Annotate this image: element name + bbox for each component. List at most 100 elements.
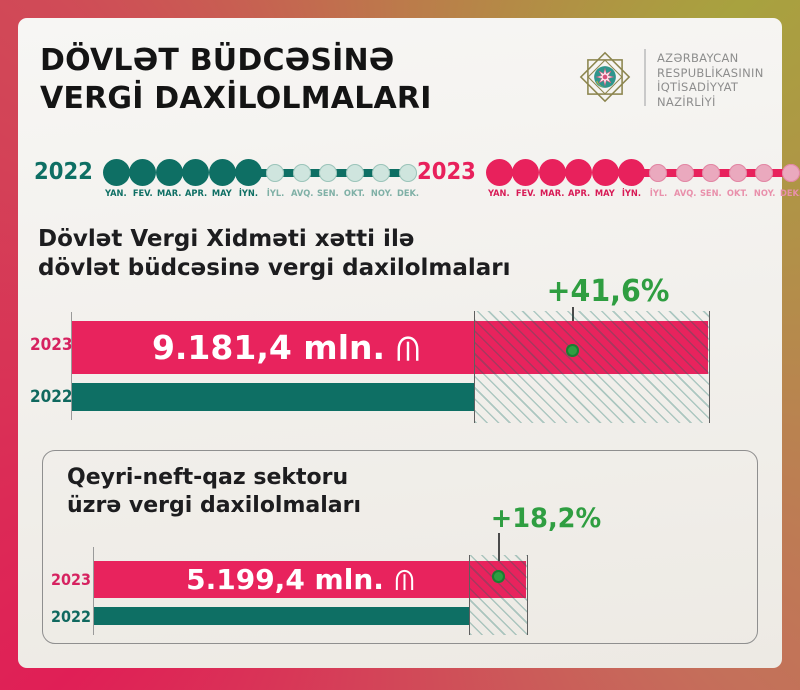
chart2-growth-label: +18,2% bbox=[490, 503, 602, 534]
ministry-emblem-icon bbox=[579, 51, 631, 103]
timeline-month: İYN. bbox=[618, 159, 646, 199]
timeline-month-label: YAN. bbox=[105, 189, 128, 199]
timeline-month: APR. bbox=[565, 159, 593, 199]
chart1-label-2023: 2023 bbox=[30, 335, 73, 355]
timeline-dot-icon bbox=[591, 159, 619, 186]
chart1-heading: Dövlət Vergi Xidməti xətti ilə dövlət bü… bbox=[38, 225, 511, 283]
timeline-dot-icon bbox=[372, 163, 391, 182]
timeline-month: OKT. bbox=[342, 159, 369, 199]
chart1-axis-line bbox=[71, 312, 72, 420]
timeline-month-label: İYN. bbox=[239, 189, 259, 199]
timeline-month-label: İYN. bbox=[622, 189, 642, 199]
chart1-value-text: 9.181,4 mln. bbox=[151, 328, 386, 367]
timeline-dot-icon bbox=[485, 159, 513, 186]
timeline-2022: 2022 YAN. FEV. MAR. APR. MAY İYN. İYL. AVQ. SEN.… bbox=[34, 159, 421, 199]
timeline-month-label: FEV. bbox=[132, 189, 153, 199]
timeline-month: NOY. bbox=[751, 159, 778, 199]
timeline-2022-year: 2022 bbox=[34, 159, 93, 185]
timeline-month: NOY. bbox=[368, 159, 395, 199]
chart2-growth-hatch bbox=[469, 555, 528, 635]
ministry-name-line3: İQTİSADİYYAT bbox=[657, 80, 739, 94]
timeline-dot-icon bbox=[649, 163, 668, 182]
timeline-month: FEV. bbox=[129, 159, 157, 199]
chart2-heading: Qeyri-neft-qaz sektoru üzrə vergi daxilo… bbox=[67, 464, 361, 520]
chart1-growth-label: +41,6% bbox=[546, 274, 670, 309]
chart2-bar-2022 bbox=[94, 607, 469, 625]
timeline-month: MAR. bbox=[155, 159, 183, 199]
timeline-month-label: NOY. bbox=[370, 189, 392, 199]
timeline-dot-icon bbox=[208, 159, 236, 186]
chart1-growth-hatch bbox=[474, 311, 710, 423]
timeline-month: MAY bbox=[591, 159, 619, 199]
timeline-month-label: FEV. bbox=[515, 189, 536, 199]
page-title: DÖVLƏT BÜDCƏSİNƏ VERGİ DAXİLOLMALARI bbox=[40, 42, 432, 118]
timeline-2022-dots: YAN. FEV. MAR. APR. MAY İYN. İYL. AVQ. SEN. OKT. N… bbox=[102, 159, 422, 199]
timeline-month: YAN. bbox=[102, 159, 130, 199]
timeline-dot-icon bbox=[235, 159, 263, 186]
timeline-month: MAR. bbox=[538, 159, 566, 199]
timeline-month-label: MAR. bbox=[540, 189, 565, 199]
timeline-dot-icon bbox=[512, 159, 540, 186]
timeline-dot-icon bbox=[781, 163, 800, 182]
timeline-month-label: DEK. bbox=[396, 189, 419, 199]
timeline-dot-icon bbox=[155, 159, 183, 186]
timeline-month-label: İYL. bbox=[266, 189, 285, 199]
timeline-2023-dots: YAN. FEV. MAR. APR. MAY İYN. İYL. AVQ. SEN. OKT. N… bbox=[485, 159, 800, 199]
timeline-month: YAN. bbox=[485, 159, 513, 199]
chart1-growth-dot-icon bbox=[566, 344, 579, 357]
timeline-dot-icon bbox=[182, 159, 210, 186]
timeline-dot-icon bbox=[266, 163, 285, 182]
timeline-dot-icon bbox=[702, 163, 721, 182]
timeline-month: OKT. bbox=[725, 159, 752, 199]
logo-divider bbox=[644, 49, 646, 106]
timeline-month: İYL. bbox=[262, 159, 289, 199]
timeline-dot-icon bbox=[345, 163, 364, 182]
timeline-month-label: OKT. bbox=[727, 189, 749, 199]
timeline-month: AVQ. bbox=[289, 159, 316, 199]
ministry-name-line4: NAZİRLİYİ bbox=[657, 94, 716, 109]
ministry-name-line1: AZƏRBAYCAN bbox=[657, 51, 739, 65]
chart1-heading-line1: Dövlət Vergi Xidməti xətti ilə bbox=[38, 226, 415, 252]
timeline-dot-icon bbox=[319, 163, 338, 182]
chart2-box: Qeyri-neft-qaz sektoru üzrə vergi daxilo… bbox=[42, 450, 758, 644]
timeline-dot-icon bbox=[538, 159, 566, 186]
page-title-line2: VERGİ DAXİLOLMALARI bbox=[40, 81, 432, 116]
page-title-line1: DÖVLƏT BÜDCƏSİNƏ bbox=[40, 43, 395, 78]
chart1-bar-2023-value: 9.181,4 mln. bbox=[72, 321, 502, 374]
timeline-dot-icon bbox=[728, 163, 747, 182]
timeline-month-label: NOY. bbox=[753, 189, 775, 199]
timeline-month: İYN. bbox=[235, 159, 263, 199]
chart2-label-2023: 2023 bbox=[51, 570, 92, 589]
chart2-heading-line1: Qeyri-neft-qaz sektoru bbox=[67, 465, 349, 490]
timeline-dot-icon bbox=[675, 163, 694, 182]
chart2-axis-line bbox=[93, 547, 94, 635]
chart2-growth-dot-icon bbox=[492, 570, 505, 583]
timeline-month: SEN. bbox=[698, 159, 725, 199]
timeline-month: MAY bbox=[208, 159, 236, 199]
timeline-2023: 2023 YAN. FEV. MAR. APR. MAY İYN. İYL. AVQ. SEN.… bbox=[417, 159, 800, 199]
chart2-heading-line2: üzrə vergi daxilolmaları bbox=[67, 493, 362, 518]
timeline-month-label: MAY bbox=[212, 189, 233, 199]
timeline-2023-year: 2023 bbox=[417, 159, 476, 185]
chart2-leader-line bbox=[498, 533, 500, 575]
timeline-dot-icon bbox=[102, 159, 130, 186]
chart1-label-2022: 2022 bbox=[30, 387, 73, 407]
chart2-label-2022: 2022 bbox=[51, 607, 92, 626]
timeline-dot-icon bbox=[398, 163, 417, 182]
manat-icon bbox=[397, 335, 419, 361]
timeline-month: DEK. bbox=[395, 159, 422, 199]
ministry-name: AZƏRBAYCAN RESPUBLİKASININ İQTİSADİYYAT … bbox=[657, 51, 764, 109]
timeline-dot-icon bbox=[755, 163, 774, 182]
timeline-month-label: AVQ. bbox=[290, 189, 313, 199]
timeline-month: FEV. bbox=[512, 159, 540, 199]
timeline-month-label: APR. bbox=[567, 189, 590, 199]
chart1-heading-line2: dövlət büdcəsinə vergi daxilolmaları bbox=[38, 255, 511, 281]
timeline-month: İYL. bbox=[645, 159, 672, 199]
timeline-month: DEK. bbox=[778, 159, 800, 199]
timeline-month-label: SEN. bbox=[317, 189, 340, 199]
timeline-month-label: OKT. bbox=[344, 189, 366, 199]
timeline-month: AVQ. bbox=[672, 159, 699, 199]
timeline-dot-icon bbox=[129, 159, 157, 186]
timeline-dot-icon bbox=[618, 159, 646, 186]
